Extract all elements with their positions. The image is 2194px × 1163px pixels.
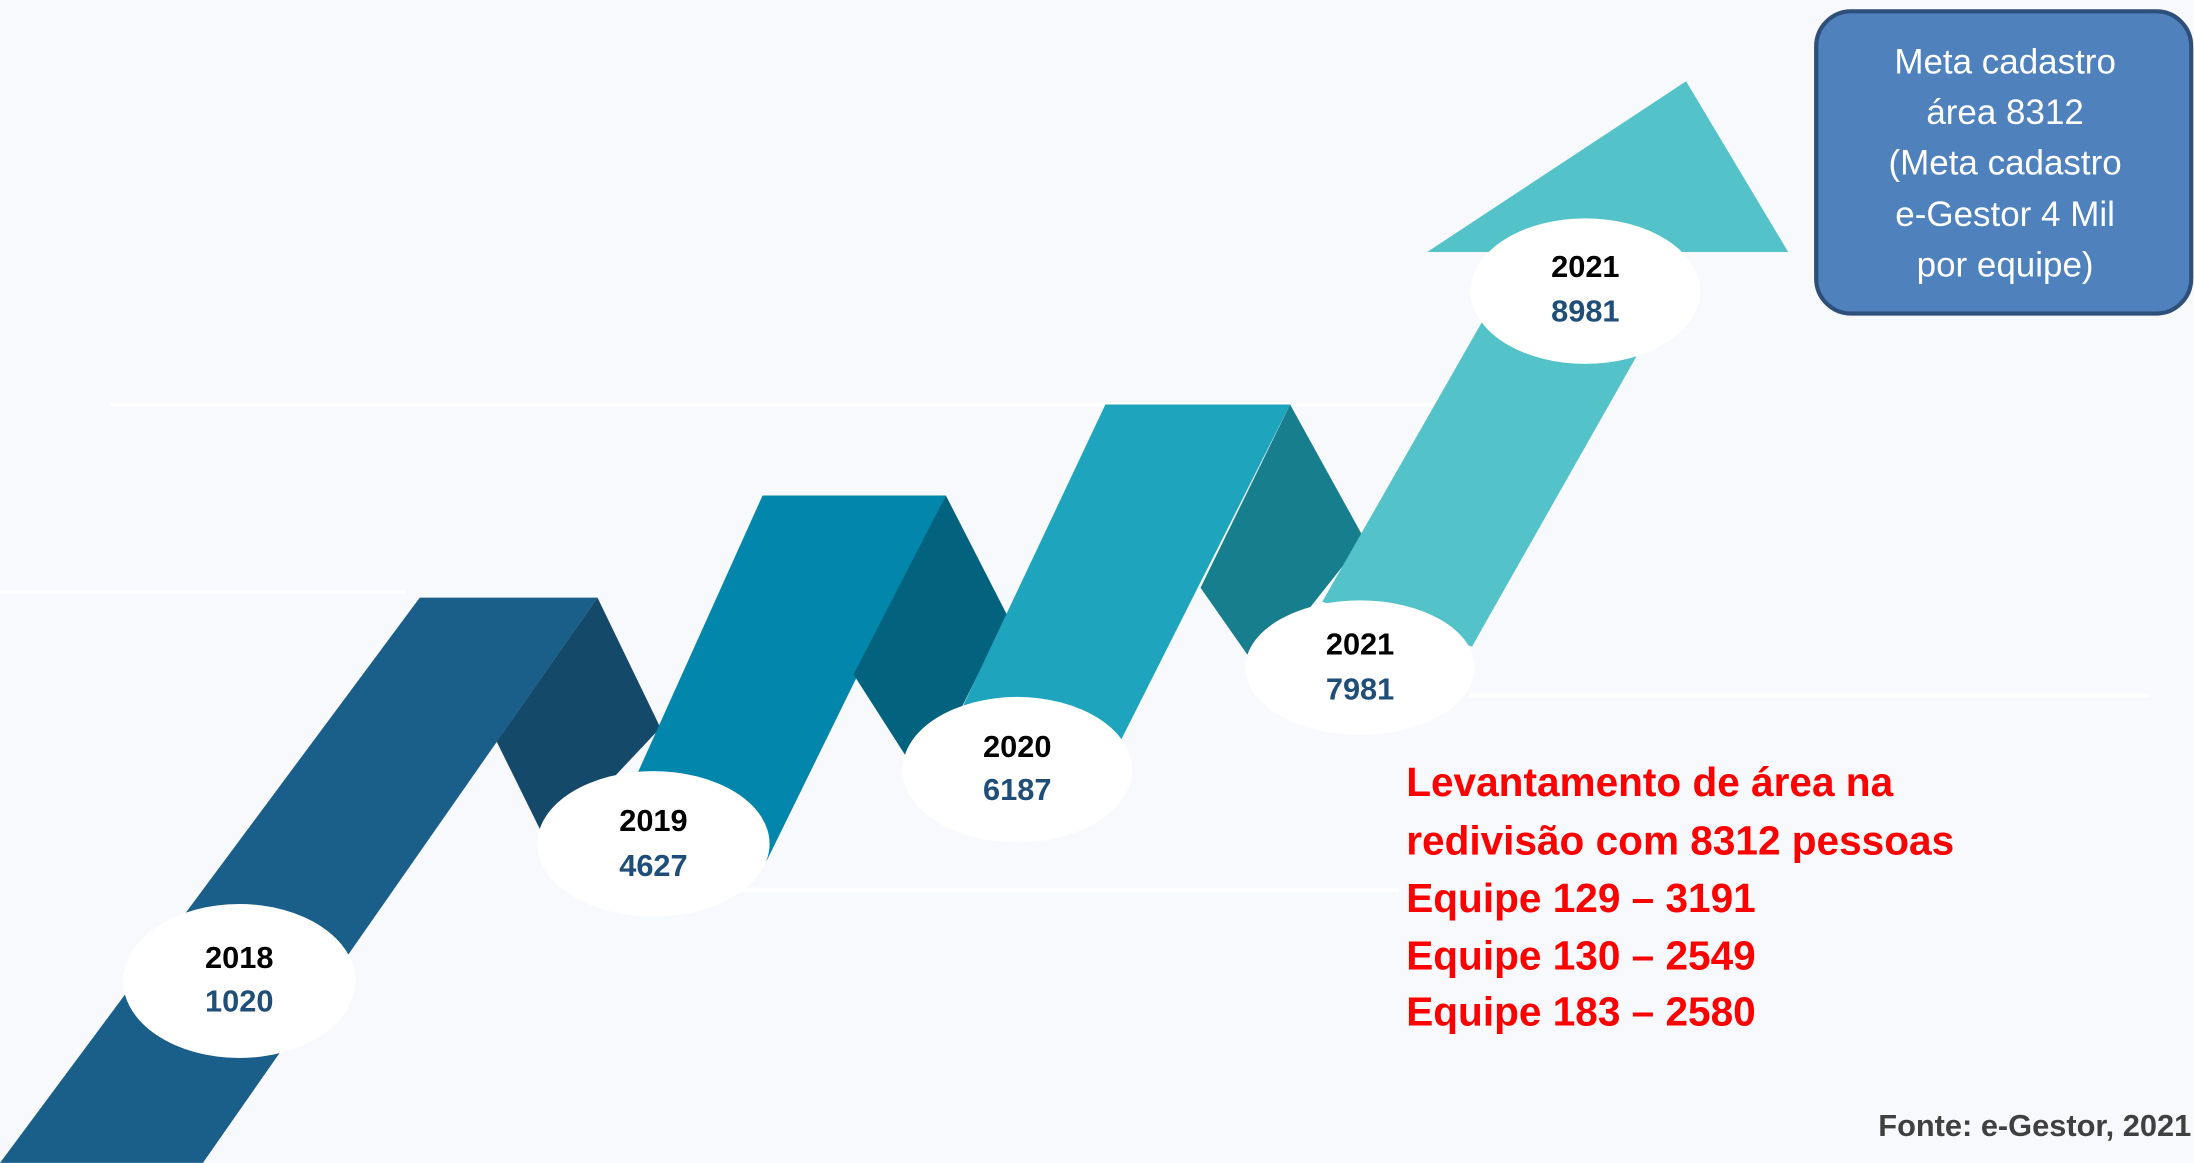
- milestone-year: 2021: [1551, 249, 1619, 284]
- source: Fonte: e-Gestor, 2021: [1878, 1108, 2191, 1143]
- milestone-year: 2018: [205, 940, 273, 975]
- milestone-oval: [903, 697, 1132, 843]
- milestone-value: 1020: [205, 983, 273, 1018]
- note-line: Equipe 129 – 3191: [1406, 875, 1756, 921]
- goal-text: Meta cadastro: [1894, 43, 2116, 82]
- milestone-oval: [123, 904, 355, 1058]
- note-line: Levantamento de área na: [1406, 759, 1893, 805]
- goal-text: e-Gestor 4 Mil: [1895, 195, 2115, 234]
- milestone-oval: [537, 771, 769, 917]
- goal-text: (Meta cadastro: [1888, 143, 2121, 182]
- goal-text: por equipe): [1917, 246, 2094, 285]
- infographic: 2018 1020 2019 4627 2020 6187 2021 7981 …: [0, 0, 2194, 1163]
- goal-text: área 8312: [1926, 93, 2084, 132]
- milestone-oval: [1471, 218, 1700, 364]
- milestone-value: 8981: [1551, 294, 1619, 329]
- milestone-value: 6187: [983, 772, 1051, 807]
- milestone-year: 2021: [1326, 627, 1394, 662]
- note-line: redivisão com 8312 pessoas: [1406, 818, 1954, 864]
- milestone-value: 7981: [1326, 671, 1394, 706]
- milestone-value: 4627: [619, 848, 687, 883]
- note-line: Equipe 183 – 2580: [1406, 988, 1756, 1034]
- milestone-year: 2019: [619, 803, 687, 838]
- milestone-year: 2020: [983, 729, 1051, 764]
- milestone-oval: [1245, 600, 1474, 734]
- note-line: Equipe 130 – 2549: [1406, 932, 1756, 978]
